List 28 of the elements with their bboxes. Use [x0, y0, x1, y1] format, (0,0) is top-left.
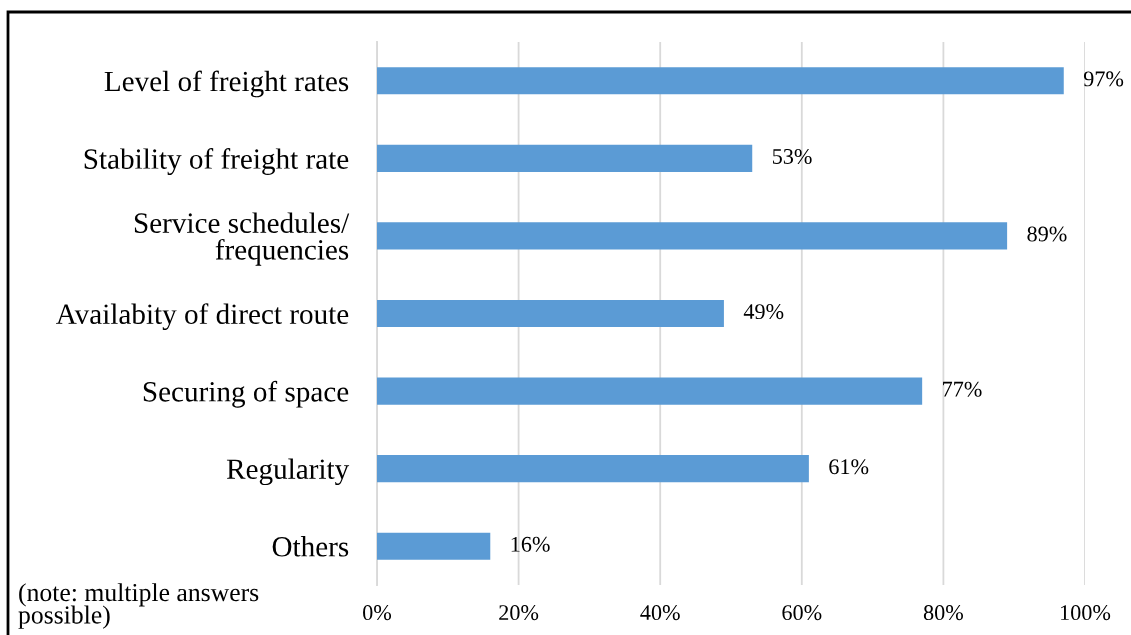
bar — [377, 144, 753, 172]
x-tick-label: 100% — [1061, 605, 1111, 621]
y-tick-label: Stability of freight rate — [84, 148, 349, 175]
bar — [377, 299, 724, 328]
x-tick-label: 20% — [499, 605, 539, 621]
bar — [377, 532, 491, 560]
y-tick-label: Service schedules/ frequencies — [134, 212, 350, 266]
bar — [377, 455, 809, 483]
y-tick-label: Others — [272, 536, 349, 557]
data-label: 49% — [743, 304, 784, 320]
bar — [377, 377, 923, 405]
x-tick-label: 40% — [640, 605, 680, 621]
data-label: 97% — [1083, 71, 1124, 87]
data-label: 16% — [511, 536, 550, 552]
data-label: 77% — [943, 381, 982, 397]
bar — [377, 222, 1008, 250]
data-label: 61% — [829, 459, 869, 475]
bar — [377, 67, 1064, 95]
data-label: 89% — [1027, 226, 1067, 242]
x-tick-label: 60% — [782, 605, 822, 621]
x-tick-label: 80% — [923, 605, 964, 621]
y-tick-label: Level of freight rates — [104, 70, 349, 98]
y-tick-label: Securing of space — [143, 380, 349, 408]
text: (note: multiple answers possible) — [18, 583, 259, 629]
y-tick-label: Regularity — [226, 458, 350, 486]
y-tick-label: Availabity of direct route — [56, 303, 349, 331]
x-tick-label: 0% — [363, 605, 392, 621]
data-label: 53% — [772, 148, 812, 164]
